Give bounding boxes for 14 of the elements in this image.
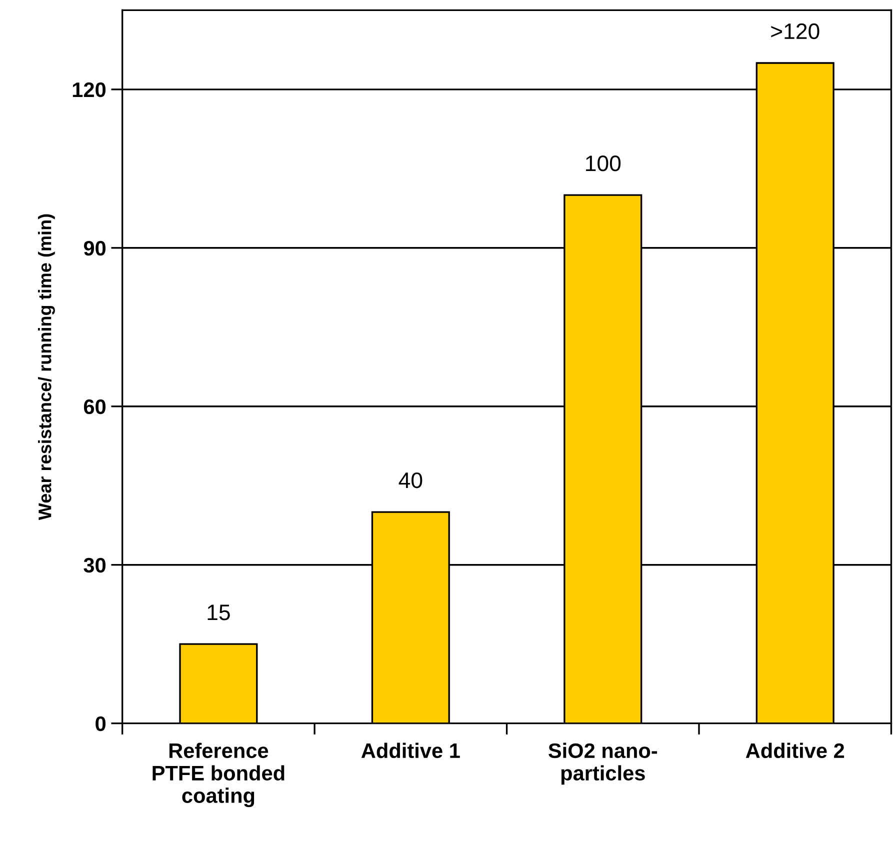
y-tick-label: 60 — [84, 399, 106, 414]
data-label: 100 — [586, 155, 621, 172]
y-tick-label: 90 — [84, 240, 106, 256]
y-tick-label: 120 — [72, 82, 106, 98]
x-tick-label: SiO2 nano- particles — [548, 742, 658, 785]
x-tick-label: Reference PTFE bonded coating — [152, 742, 284, 808]
data-label: 15 — [208, 604, 230, 620]
data-label: >120 — [771, 23, 820, 40]
x-tick-label: Additive 2 — [746, 742, 844, 758]
data-label: 40 — [398, 472, 422, 488]
x-tick-label: Additive 1 — [361, 742, 460, 758]
y-axis-title: Wear resistance/ running time (min) — [38, 214, 55, 520]
y-tick-label: 0 — [96, 716, 106, 732]
y-tick-label: 30 — [84, 558, 106, 573]
